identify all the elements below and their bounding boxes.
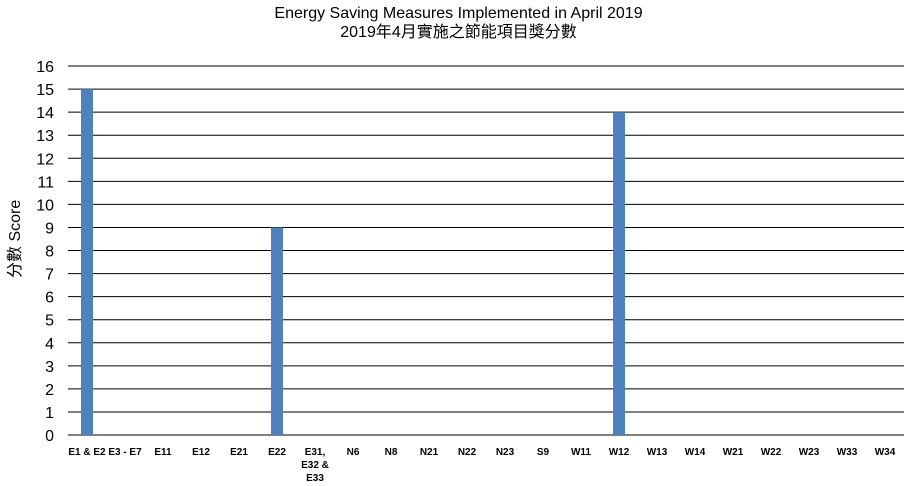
x-tick-label: E12 <box>192 447 210 458</box>
x-tick-label: E3 - E7 <box>108 447 142 458</box>
chart-title: Energy Saving Measures Implemented in Ap… <box>274 5 643 22</box>
x-tick-label: E11 <box>154 447 172 458</box>
y-tick-label: 15 <box>36 82 54 99</box>
x-tick-label: E31, <box>305 447 326 458</box>
x-tick-label: S9 <box>537 447 550 458</box>
x-tick-label: N6 <box>347 447 360 458</box>
x-tick-label: W21 <box>723 447 744 458</box>
y-tick-label: 11 <box>37 174 54 191</box>
x-tick-label: W12 <box>609 447 630 458</box>
x-tick-label: W34 <box>875 447 896 458</box>
y-tick-label: 8 <box>45 244 54 261</box>
x-tick-label: W22 <box>761 447 782 458</box>
x-tick-label: N21 <box>420 447 439 458</box>
x-tick-label: E33 <box>306 473 324 484</box>
y-tick-label: 2 <box>45 382 54 399</box>
y-tick-label: 7 <box>45 267 54 284</box>
y-tick-label: 12 <box>36 151 54 168</box>
y-tick-label: 0 <box>45 428 54 445</box>
y-tick-label: 14 <box>36 105 54 122</box>
x-tick-label: W14 <box>685 447 706 458</box>
x-tick-label: E21 <box>230 447 248 458</box>
bar <box>81 89 93 435</box>
y-tick-label: 9 <box>45 220 54 237</box>
x-tick-label: W13 <box>647 447 668 458</box>
x-tick-label: N22 <box>458 447 477 458</box>
x-tick-label: W11 <box>571 447 591 458</box>
x-tick-label: E1 & E2 <box>68 447 106 458</box>
bar <box>271 227 283 435</box>
y-tick-label: 16 <box>36 59 54 76</box>
y-tick-label: 10 <box>36 197 54 214</box>
y-tick-label: 1 <box>45 405 54 422</box>
x-tick-label: W33 <box>837 447 858 458</box>
y-tick-label: 4 <box>45 336 54 353</box>
bar <box>613 112 625 435</box>
y-tick-label: 6 <box>45 290 54 307</box>
y-tick-label: 5 <box>45 313 54 330</box>
chart-subtitle: 2019年4月實施之節能項目獎分數 <box>340 24 577 41</box>
y-tick-label: 13 <box>36 128 54 145</box>
x-tick-label: W23 <box>799 447 820 458</box>
y-tick-label: 3 <box>45 359 54 376</box>
x-tick-label: E32 & <box>301 460 329 471</box>
x-tick-label: N8 <box>385 447 398 458</box>
x-tick-label: N23 <box>496 447 515 458</box>
x-tick-label: E22 <box>268 447 286 458</box>
